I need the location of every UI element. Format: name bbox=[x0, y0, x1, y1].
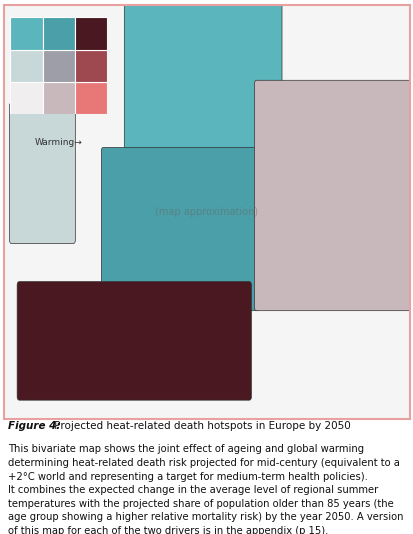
Text: +2°C world and representing a target for medium-term health policies).: +2°C world and representing a target for… bbox=[8, 472, 367, 482]
Bar bbox=[75, 82, 107, 114]
Text: Projected heat-related death hotspots in Europe by 2050: Projected heat-related death hotspots in… bbox=[51, 421, 350, 431]
Bar bbox=[10, 17, 43, 50]
Text: of this map for each of the two drivers is in the appendix (p 15).: of this map for each of the two drivers … bbox=[8, 526, 328, 534]
FancyBboxPatch shape bbox=[124, 2, 281, 187]
Text: Warming→: Warming→ bbox=[35, 138, 83, 147]
FancyBboxPatch shape bbox=[9, 103, 75, 244]
Text: determining heat-related death risk projected for mid-century (equivalent to a: determining heat-related death risk proj… bbox=[8, 458, 399, 468]
Bar bbox=[43, 17, 75, 50]
Bar bbox=[10, 50, 43, 82]
Text: (map approximation): (map approximation) bbox=[155, 207, 258, 217]
Bar bbox=[43, 82, 75, 114]
FancyBboxPatch shape bbox=[101, 147, 259, 311]
FancyBboxPatch shape bbox=[17, 281, 251, 400]
Bar bbox=[75, 50, 107, 82]
Text: Figure 4:: Figure 4: bbox=[8, 421, 61, 431]
Bar bbox=[10, 82, 43, 114]
FancyBboxPatch shape bbox=[254, 80, 411, 311]
Text: age group showing a higher relative mortality risk) by the year 2050. A version: age group showing a higher relative mort… bbox=[8, 512, 403, 522]
Text: temperatures with the projected share of population older than 85 years (the: temperatures with the projected share of… bbox=[8, 499, 393, 509]
Bar bbox=[43, 50, 75, 82]
Text: This bivariate map shows the joint effect of ageing and global warming: This bivariate map shows the joint effec… bbox=[8, 444, 363, 454]
Bar bbox=[75, 17, 107, 50]
Text: It combines the expected change in the average level of regional summer: It combines the expected change in the a… bbox=[8, 485, 377, 495]
